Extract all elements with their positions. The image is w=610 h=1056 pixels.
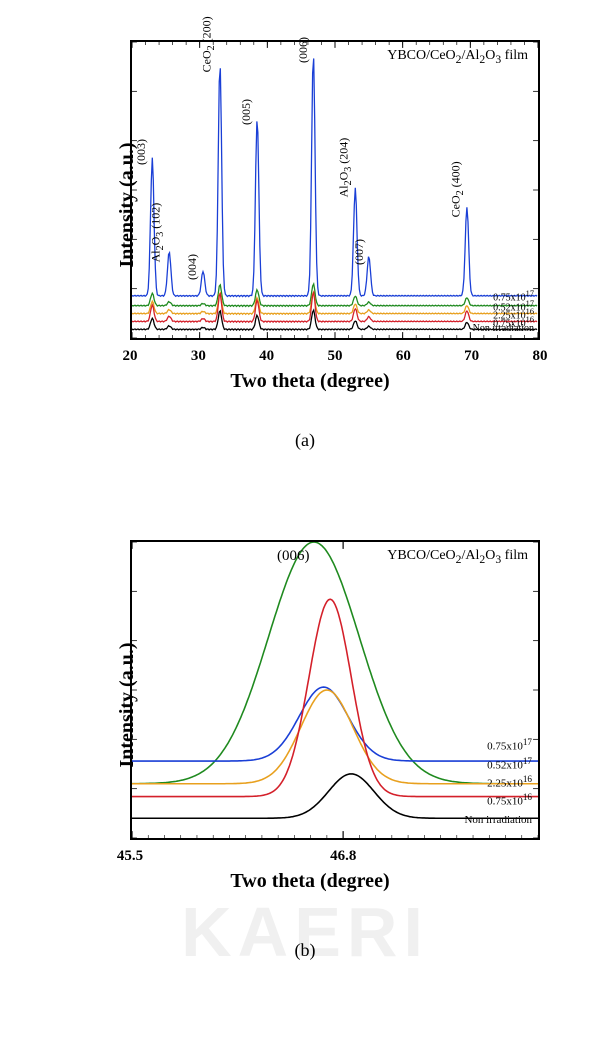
caption-b: (b) [0, 940, 610, 961]
chart-a-curves [132, 42, 538, 338]
x-tick-label: 60 [396, 348, 411, 365]
x-axis-label-a: Two theta (degree) [230, 370, 389, 393]
x-tick-label: 46.8 [330, 848, 356, 865]
series-label: Non irradiation [464, 814, 532, 826]
x-tick-label: 30 [191, 348, 206, 365]
peak-label: (004) [185, 254, 200, 280]
chart-a: Intensity (a.u.) YBCO/CeO2/Al2O3 film (0… [60, 20, 560, 390]
x-ticks-a: 20304050607080 [130, 348, 540, 368]
x-tick-label: 50 [328, 348, 343, 365]
x-tick-label: 40 [259, 348, 274, 365]
peak-label: (003) [134, 139, 149, 165]
caption-a: (a) [0, 430, 610, 451]
x-axis-label-b: Two theta (degree) [230, 870, 389, 893]
peak-label: CeO2 (200) [199, 16, 216, 72]
plot-area-b: YBCO/CeO2/Al2O3 film (006) 0.75x1017 0.52… [130, 540, 540, 840]
x-tick-label: 45.5 [117, 848, 143, 865]
chart-b: Intensity (a.u.) YBCO/CeO2/Al2O3 film (0… [60, 520, 560, 890]
series-label: 0.52x1017 [487, 756, 532, 772]
x-ticks-b: 45.546.8 [130, 848, 540, 868]
peak-label: (005) [239, 99, 254, 125]
peak-label: CeO2 (400) [449, 161, 466, 217]
series-label: 2.25x1016 [487, 774, 532, 790]
x-tick-label: 70 [464, 348, 479, 365]
x-tick-label: 80 [533, 348, 548, 365]
chart-b-title: YBCO/CeO2/Al2O3 film [387, 548, 528, 566]
series-label: 0.75x1016 [487, 792, 532, 808]
x-tick-label: 20 [123, 348, 138, 365]
peak-label: (006) [296, 37, 311, 63]
peak-label: (007) [352, 239, 367, 265]
series-label: Non irradiation [473, 323, 534, 334]
chart-b-curves [132, 542, 538, 838]
peak-label: Al2O3 (204) [336, 138, 353, 198]
peak-label: Al2O3 (102) [148, 203, 165, 263]
chart-b-peak-label: (006) [277, 548, 310, 565]
plot-area-a: YBCO/CeO2/Al2O3 film (003) Al2O3 (102) (00… [130, 40, 540, 340]
chart-a-title: YBCO/CeO2/Al2O3 film [387, 48, 528, 66]
series-label: 0.75x1017 [487, 737, 532, 753]
